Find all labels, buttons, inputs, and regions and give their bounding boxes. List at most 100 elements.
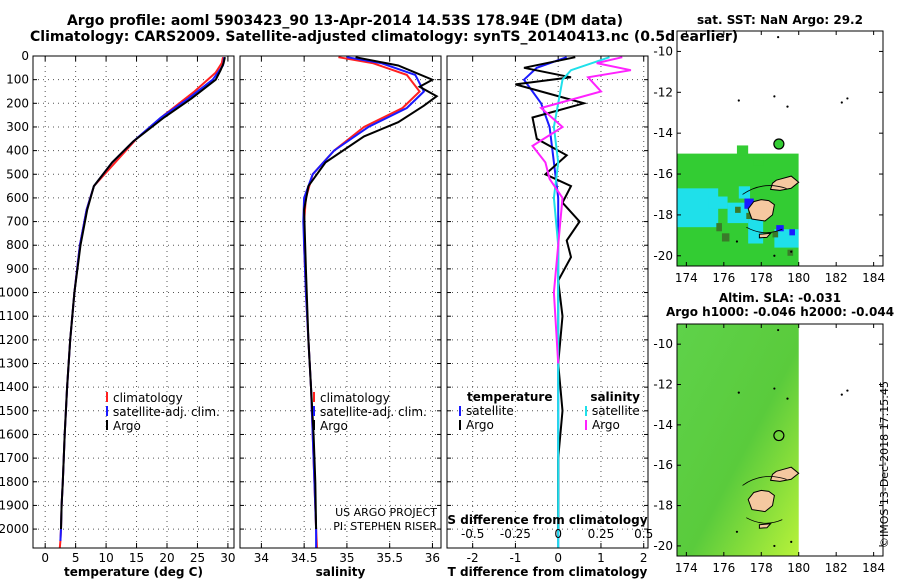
x-tick-label: 35	[339, 551, 354, 565]
map-field-sla-map	[677, 324, 849, 556]
legend-title: temperature	[467, 390, 552, 404]
map-y-tick-label: -16	[653, 458, 673, 472]
x-tick-label: 35.5	[376, 551, 403, 565]
map-y-tick-label: -12	[653, 378, 673, 392]
legend-label: satellite	[466, 404, 514, 418]
x-tick-label: 1	[597, 551, 605, 565]
sst-cell	[746, 212, 752, 219]
map-x-tick-label: 180	[787, 561, 810, 575]
series-line-argo	[303, 56, 439, 530]
islet	[737, 391, 740, 394]
y-tick-label: 900	[6, 262, 29, 276]
copyright-stamp: ©IMOS 13-Dec-2018 17:15:45	[878, 381, 891, 548]
map-y-tick-label: -16	[653, 167, 673, 181]
series-group-difference	[515, 56, 632, 548]
sst-cell	[753, 155, 764, 166]
x-tick-label: 10	[98, 551, 113, 565]
x-tick-label: 34.5	[291, 551, 318, 565]
series-group-salinity	[302, 56, 439, 548]
y-tick-label: 1600	[0, 427, 29, 441]
reef-outline	[742, 476, 787, 524]
islet	[773, 95, 776, 98]
y-tick-label: 1100	[0, 309, 29, 323]
islet	[846, 97, 849, 100]
map-y-tick-label: -20	[653, 249, 673, 263]
y-tick-label: 700	[6, 215, 29, 229]
y-tick-label: 200	[6, 96, 29, 110]
islet	[773, 544, 776, 548]
x-tick-label: 25	[190, 551, 205, 565]
x-tick-label: 20	[159, 551, 174, 565]
map-field-sst-map	[677, 31, 883, 266]
x-tick-label: 0	[554, 551, 562, 565]
title-line-1: Argo profile: aoml 5903423_90 13-Apr-201…	[66, 13, 624, 29]
map-x-tick-label: 174	[675, 561, 698, 575]
map-y-tick-label: -20	[653, 539, 673, 553]
y-tick-label: 2000	[0, 522, 29, 536]
y-tick-label: 300	[6, 120, 29, 134]
sst-cell	[772, 231, 779, 238]
secondary-tick-label: 0.25	[588, 527, 615, 541]
islet	[773, 387, 776, 390]
series-line-argo	[60, 56, 226, 530]
x-axis-label: salinity	[316, 565, 366, 579]
series-line-s-argo	[531, 56, 632, 364]
island	[758, 523, 772, 529]
map-title: sat. SST: NaN Argo: 29.2	[697, 13, 863, 27]
y-tick-label: 0	[21, 49, 29, 63]
plot-frame	[446, 55, 649, 549]
map-y-tick-label: -12	[653, 85, 673, 99]
islet	[777, 328, 780, 332]
map-y-tick-label: -10	[653, 44, 673, 58]
sst-cell	[736, 145, 749, 156]
sst-cell	[787, 249, 794, 256]
map-y-tick-label: -18	[653, 499, 673, 513]
islet	[790, 250, 793, 253]
map-frame	[676, 323, 884, 557]
plot-frame	[32, 55, 235, 549]
map-x-tick-label: 182	[825, 561, 848, 575]
y-tick-label: 1000	[0, 286, 29, 300]
legend-label: Argo	[320, 419, 348, 433]
islet	[790, 540, 793, 543]
legend-label: Argo	[113, 419, 141, 433]
map-x-tick-label: 184	[862, 271, 885, 285]
islet	[773, 254, 776, 257]
y-tick-label: 500	[6, 167, 29, 181]
islet	[786, 105, 789, 108]
secondary-tick-label: 0	[554, 527, 562, 541]
no-data-mask	[798, 31, 883, 266]
y-tick-label: 400	[6, 144, 29, 158]
y-tick-label: 1300	[0, 357, 29, 371]
secondary-tick-label: 0.5	[634, 527, 653, 541]
project-annotation: PI: STEPHEN RISER	[333, 520, 437, 533]
y-tick-label: 800	[6, 238, 29, 252]
map-subtitle: Argo h1000: -0.046 h2000: -0.044	[666, 305, 894, 319]
series-line-satellite	[59, 57, 226, 541]
map-x-tick-label: 184	[862, 561, 885, 575]
series-group-temperature	[58, 56, 226, 548]
x-axis-label: temperature (deg C)	[64, 565, 203, 579]
map-x-tick-label: 182	[825, 271, 848, 285]
y-tick-label: 100	[6, 73, 29, 87]
x-tick-label: 30	[220, 551, 235, 565]
map-x-tick-label: 180	[787, 271, 810, 285]
x-axis-label: T difference from climatology	[448, 565, 648, 579]
map-title: Altim. SLA: -0.031	[719, 291, 841, 305]
legend-label: satellite-adj. clim.	[320, 405, 427, 419]
islet	[786, 397, 789, 400]
sst-cell	[735, 206, 741, 213]
island	[769, 175, 800, 191]
map-frame	[676, 30, 884, 267]
sst-cell	[716, 223, 722, 232]
series-line-s-satellite	[552, 56, 610, 548]
islet	[735, 530, 739, 533]
legend-label: climatology	[320, 391, 390, 405]
map-x-tick-label: 174	[675, 271, 698, 285]
sst-cell	[789, 229, 795, 236]
x-tick-label: 0	[41, 551, 49, 565]
series-line-satellite	[302, 56, 426, 548]
islet	[840, 101, 843, 104]
secondary-tick-label: -0.25	[500, 527, 531, 541]
